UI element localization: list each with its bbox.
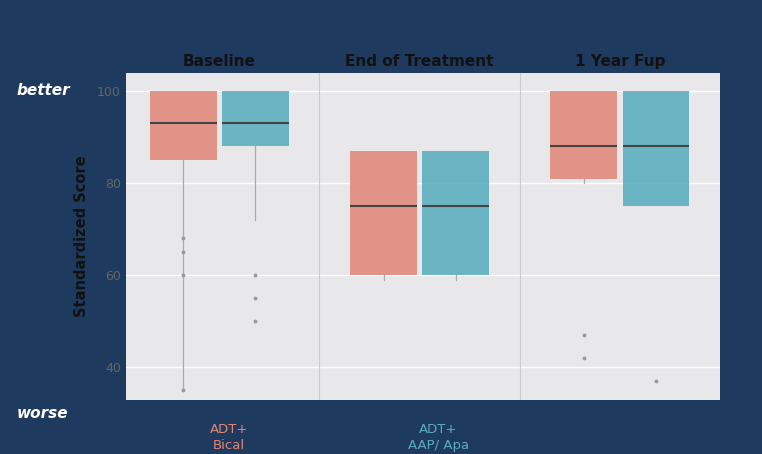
Bar (222, 91, 289, 146)
Text: 1 Year Fup: 1 Year Fup (575, 54, 665, 69)
Text: End of Treatment: End of Treatment (345, 54, 494, 69)
Bar (550, 91, 617, 178)
Bar (623, 91, 690, 206)
Text: ADT+
AAP/ Apa: ADT+ AAP/ Apa (408, 423, 469, 452)
Text: worse: worse (17, 405, 69, 421)
Text: ADT+
Bical: ADT+ Bical (210, 423, 248, 452)
Text: Baseline: Baseline (183, 54, 256, 69)
Text: better: better (17, 83, 70, 99)
Y-axis label: Standardized Score: Standardized Score (74, 155, 88, 317)
Bar (350, 151, 417, 275)
Bar (422, 151, 489, 275)
Bar (150, 91, 216, 160)
